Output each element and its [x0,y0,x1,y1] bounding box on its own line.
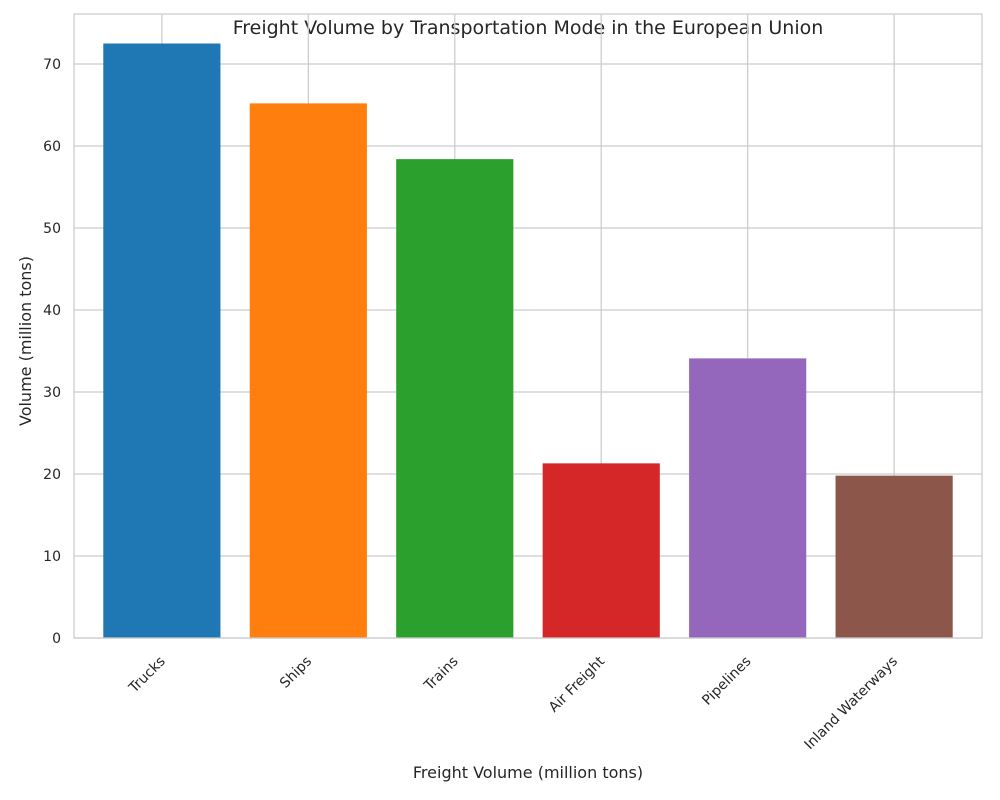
y-tick-label: 20 [43,467,61,483]
x-tick-label: Inland Waterways [801,654,900,753]
y-tick-label: 70 [43,57,61,73]
y-tick-label: 60 [43,139,61,155]
y-tick-label: 40 [43,303,61,319]
x-tick-label: Trains [421,654,462,695]
x-axis-label: Freight Volume (million tons) [413,763,643,782]
y-tick-label: 10 [43,549,61,565]
y-tick-label: 30 [43,385,61,401]
bar-trains [396,159,514,638]
x-tick-label: Trucks [125,654,168,697]
bar-ships [249,103,367,638]
bar-pipelines [689,358,807,638]
bar-trucks [103,43,221,639]
x-tick-label: Pipelines [699,654,754,709]
bar-air-freight [542,463,660,638]
chart-title: Freight Volume by Transportation Mode in… [233,17,824,39]
y-tick-label: 0 [52,631,61,647]
y-tick-label: 50 [43,221,61,237]
y-tick-labels: 0 10 20 30 40 50 60 70 [43,57,61,647]
bar-inland-waterways [835,475,953,638]
y-gridlines [74,63,982,639]
y-axis-label: Volume (million tons) [16,256,35,426]
plot-frame [73,13,983,639]
x-tick-label: Ships [277,654,315,692]
bars [103,43,953,639]
x-tick-label: Air Freight [546,653,609,716]
x-tick-labels: Trucks Ships Trains Air Freight Pipelines Inl… [125,653,901,753]
